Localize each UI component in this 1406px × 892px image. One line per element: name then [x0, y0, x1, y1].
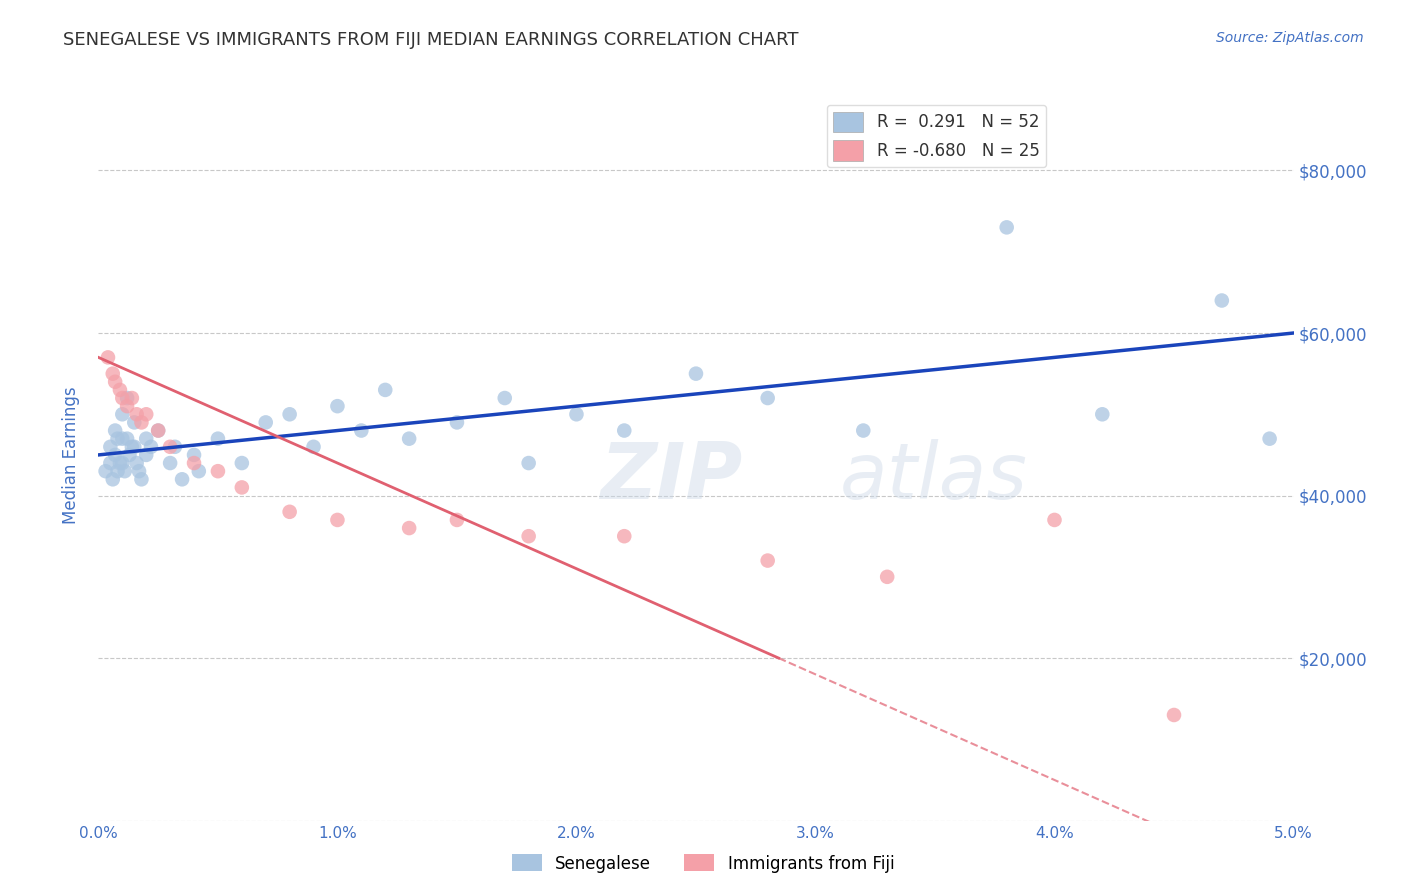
- Point: [107, 464, 129, 478]
- Point: [1258, 432, 1281, 446]
- Point: [135, 407, 157, 421]
- Point: [115, 432, 138, 446]
- Point: [131, 416, 153, 430]
- Text: Source: ZipAtlas.com: Source: ZipAtlas.com: [1216, 31, 1364, 45]
- Point: [111, 456, 134, 470]
- Point: [302, 440, 325, 454]
- Point: [101, 472, 124, 486]
- Point: [139, 440, 162, 454]
- Point: [115, 399, 138, 413]
- Point: [398, 432, 420, 446]
- Point: [207, 464, 229, 478]
- Point: [446, 513, 468, 527]
- Point: [398, 521, 420, 535]
- Point: [104, 375, 127, 389]
- Point: [494, 391, 516, 405]
- Point: [125, 456, 148, 470]
- Point: [183, 448, 205, 462]
- Point: [94, 464, 117, 478]
- Text: ZIP: ZIP: [600, 439, 742, 515]
- Point: [517, 529, 540, 543]
- Point: [121, 391, 143, 405]
- Point: [326, 399, 349, 413]
- Point: [613, 424, 636, 438]
- Point: [613, 529, 636, 543]
- Point: [135, 448, 157, 462]
- Point: [114, 464, 136, 478]
- Text: SENEGALESE VS IMMIGRANTS FROM FIJI MEDIAN EARNINGS CORRELATION CHART: SENEGALESE VS IMMIGRANTS FROM FIJI MEDIA…: [63, 31, 799, 49]
- Point: [98, 440, 122, 454]
- Point: [148, 424, 170, 438]
- Point: [187, 464, 209, 478]
- Point: [159, 456, 181, 470]
- Point: [565, 407, 588, 421]
- Point: [135, 432, 157, 446]
- Point: [125, 407, 148, 421]
- Point: [111, 391, 134, 405]
- Point: [124, 440, 146, 454]
- Point: [756, 391, 779, 405]
- Point: [128, 464, 150, 478]
- Point: [1091, 407, 1114, 421]
- Point: [111, 407, 134, 421]
- Point: [1163, 708, 1185, 723]
- Point: [231, 456, 253, 470]
- Point: [254, 416, 277, 430]
- Point: [108, 456, 131, 470]
- Text: atlas: atlas: [839, 439, 1028, 515]
- Point: [148, 424, 170, 438]
- Point: [350, 424, 373, 438]
- Point: [207, 432, 229, 446]
- Point: [104, 424, 127, 438]
- Point: [1043, 513, 1066, 527]
- Point: [446, 416, 468, 430]
- Point: [159, 440, 181, 454]
- Point: [163, 440, 186, 454]
- Point: [756, 553, 779, 567]
- Point: [121, 440, 143, 454]
- Point: [111, 432, 134, 446]
- Point: [183, 456, 205, 470]
- Legend: R =  0.291   N = 52, R = -0.680   N = 25: R = 0.291 N = 52, R = -0.680 N = 25: [827, 105, 1046, 167]
- Point: [278, 505, 301, 519]
- Point: [1211, 293, 1233, 308]
- Y-axis label: Median Earnings: Median Earnings: [62, 386, 80, 524]
- Point: [374, 383, 396, 397]
- Point: [876, 570, 898, 584]
- Point: [104, 448, 127, 462]
- Point: [107, 432, 129, 446]
- Point: [98, 456, 122, 470]
- Point: [231, 480, 253, 494]
- Point: [115, 391, 138, 405]
- Point: [278, 407, 301, 421]
- Point: [101, 367, 124, 381]
- Point: [108, 383, 131, 397]
- Point: [326, 513, 349, 527]
- Point: [517, 456, 540, 470]
- Point: [97, 351, 120, 365]
- Point: [852, 424, 875, 438]
- Point: [118, 448, 141, 462]
- Legend: Senegalese, Immigrants from Fiji: Senegalese, Immigrants from Fiji: [505, 847, 901, 880]
- Point: [685, 367, 707, 381]
- Point: [995, 220, 1018, 235]
- Point: [124, 416, 146, 430]
- Point: [172, 472, 194, 486]
- Point: [131, 472, 153, 486]
